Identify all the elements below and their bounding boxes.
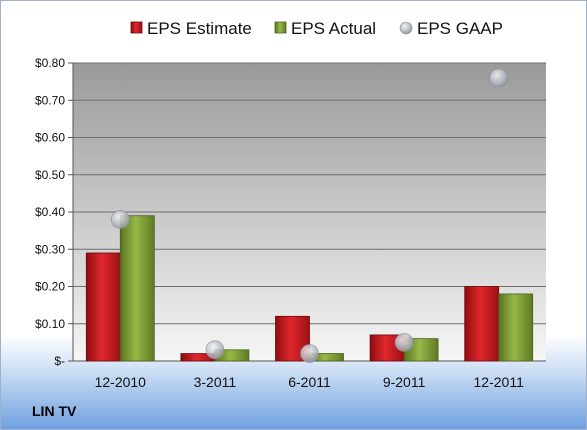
y-tick-label: $0.50 — [35, 168, 65, 182]
legend-label: EPS GAAP — [417, 19, 503, 38]
legend: EPS Estimate EPS Actual EPS GAAP — [130, 19, 503, 38]
x-tick-label: 12-2011 — [474, 374, 525, 390]
legend-swatch-estimate — [130, 21, 143, 34]
legend-label: EPS Actual — [291, 19, 376, 38]
bar-eps-estimate — [85, 252, 121, 362]
x-tick-label: 3-2011 — [194, 374, 237, 390]
y-tick-label: $0.60 — [35, 131, 65, 145]
bar-eps-estimate — [464, 286, 500, 362]
y-axis: $- $0.10 $0.20 $0.30 $0.40 $0.50 $0.60 $0.70 $0.… — [35, 56, 74, 368]
point-eps-gaap — [111, 210, 130, 229]
x-axis: 12-2010 3-2011 6-2011 9-2011 12-2011 — [95, 374, 524, 390]
y-tick-label: $0.20 — [35, 280, 65, 294]
legend-swatch-actual — [274, 21, 287, 34]
company-label: LIN TV — [32, 403, 77, 419]
y-tick-label: $0.80 — [35, 56, 65, 70]
x-tick-label: 9-2011 — [383, 374, 426, 390]
bar-eps-actual — [498, 293, 534, 362]
x-tick-label: 12-2010 — [95, 374, 147, 390]
y-tick-label: $- — [54, 354, 65, 368]
y-tick-label: $0.40 — [35, 205, 65, 219]
y-tick-label: $0.70 — [35, 93, 65, 107]
y-tick-label: $0.10 — [35, 317, 65, 331]
legend-label: EPS Estimate — [147, 19, 252, 38]
point-eps-gaap — [489, 68, 509, 88]
gaap-points — [111, 68, 509, 363]
point-eps-gaap — [394, 333, 414, 352]
x-tick-label: 6-2011 — [288, 374, 331, 390]
bar-eps-actual — [119, 215, 155, 362]
legend-swatch-gaap — [399, 21, 413, 35]
y-tick-label: $0.30 — [35, 242, 65, 256]
point-eps-gaap — [205, 340, 225, 360]
point-eps-gaap — [300, 344, 319, 363]
